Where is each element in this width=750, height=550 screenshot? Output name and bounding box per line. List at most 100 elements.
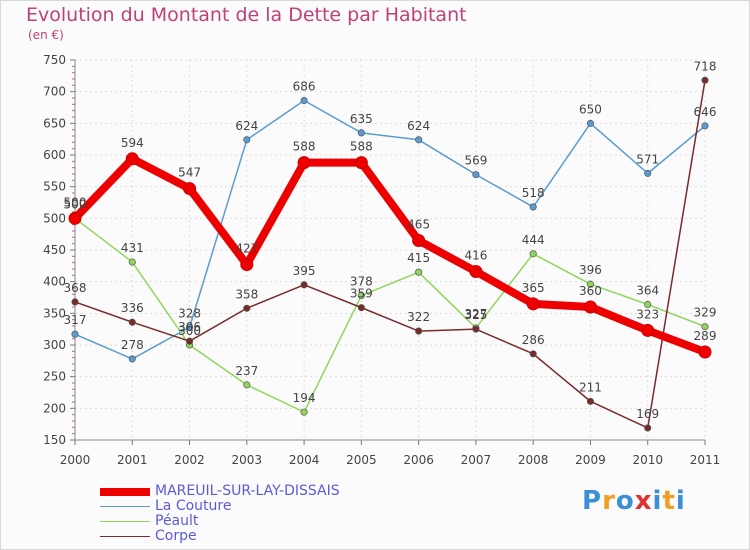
data-label-corpe: 322 [407, 310, 430, 324]
brand-letter: t [662, 486, 676, 516]
legend-item: Péault [100, 514, 340, 529]
data-label-p-ault: 396 [579, 263, 602, 277]
data-point-corpe [529, 350, 537, 358]
legend-label: Péault [155, 513, 199, 529]
data-point-corpe [586, 397, 595, 405]
data-label-mareuil-sur-lay-dissais: 416 [464, 249, 487, 263]
data-point-la-couture [644, 169, 652, 177]
data-point-mareuil-sur-lay-dissais [240, 258, 254, 272]
x-tick-label: 2009 [575, 453, 606, 467]
data-point-mareuil-sur-lay-dissais [125, 152, 139, 166]
data-label-p-ault: 237 [235, 364, 258, 378]
data-label-mareuil-sur-lay-dissais: 465 [407, 218, 430, 232]
data-label-la-couture: 569 [464, 154, 487, 168]
data-label-la-couture: 686 [293, 80, 316, 94]
data-label-la-couture: 518 [522, 186, 545, 200]
data-point-mareuil-sur-lay-dissais [526, 297, 540, 311]
chart-unit-label: (en €) [28, 28, 64, 42]
data-label-p-ault: 500 [64, 197, 87, 211]
legend-item: Corpe [100, 529, 340, 544]
y-tick-label: 650 [43, 116, 66, 130]
y-tick-label: 200 [43, 401, 66, 415]
series-line-mareuil-sur-lay-dissais [71, 154, 709, 356]
data-label-la-couture: 635 [350, 112, 373, 126]
data-point-corpe [472, 325, 480, 333]
y-tick-label: 400 [43, 275, 66, 289]
series-line-la-couture [74, 99, 706, 360]
data-label-mareuil-sur-lay-dissais: 588 [350, 140, 373, 154]
data-point-corpe [415, 327, 423, 335]
data-point-mareuil-sur-lay-dissais [412, 234, 426, 247]
y-tick-label: 300 [43, 338, 66, 352]
legend-label: MAREUIL-SUR-LAY-DISSAIS [155, 483, 340, 499]
data-label-la-couture: 278 [121, 338, 144, 352]
x-tick-label: 2004 [289, 453, 320, 467]
data-label-mareuil-sur-lay-dissais: 360 [579, 284, 602, 298]
series-line-p-ault [74, 217, 706, 413]
data-point-corpe [357, 304, 365, 312]
data-label-mareuil-sur-lay-dissais: 588 [293, 140, 316, 154]
legend-swatch [100, 520, 150, 523]
legend-item: La Couture [100, 499, 340, 514]
data-label-corpe: 368 [64, 281, 87, 295]
legend-swatch [100, 535, 150, 538]
data-label-la-couture: 328 [178, 306, 201, 320]
x-tick-label: 2003 [232, 453, 263, 467]
data-point-p-ault [243, 381, 251, 389]
data-label-la-couture: 317 [64, 313, 87, 327]
data-point-p-ault [529, 250, 537, 258]
data-point-corpe [185, 337, 194, 345]
data-label-la-couture: 650 [579, 102, 602, 116]
data-label-mareuil-sur-lay-dissais: 547 [178, 166, 201, 180]
data-label-mareuil-sur-lay-dissais: 427 [235, 242, 258, 256]
data-labels: 317 278 328 624 686 635 624 569 518 650 571 646 500 4… [64, 59, 717, 421]
data-label-p-ault: 444 [522, 233, 545, 247]
data-point-mareuil-sur-lay-dissais [698, 345, 712, 359]
data-point-mareuil-sur-lay-dissais [183, 182, 197, 196]
brand-letter: o [615, 486, 635, 516]
data-point-mareuil-sur-lay-dissais [354, 156, 368, 170]
data-point-mareuil-sur-lay-dissais [583, 300, 597, 314]
brand-letter: i [652, 486, 663, 516]
data-label-la-couture: 646 [694, 105, 717, 119]
data-label-mareuil-sur-lay-dissais: 323 [636, 307, 659, 321]
data-point-la-couture [185, 323, 194, 331]
page-title: Evolution du Montant de la Dette par Hab… [26, 4, 467, 26]
data-label-corpe: 325 [464, 308, 487, 322]
data-point-la-couture [243, 136, 251, 144]
data-point-p-ault [701, 323, 709, 331]
brand-logo: Proxiti [582, 486, 686, 516]
data-label-p-ault: 364 [636, 283, 659, 297]
data-point-mareuil-sur-lay-dissais [641, 323, 655, 337]
legend-label: La Couture [155, 498, 232, 514]
data-label-p-ault: 194 [293, 391, 316, 405]
data-point-mareuil-sur-lay-dissais [297, 156, 311, 170]
data-label-mareuil-sur-lay-dissais: 594 [121, 136, 144, 150]
data-point-p-ault [415, 268, 423, 276]
data-label-corpe: 211 [579, 380, 602, 394]
data-point-la-couture [300, 96, 308, 105]
data-point-corpe [71, 298, 79, 306]
legend: MAREUIL-SUR-LAY-DISSAIS La Couture Péault C… [100, 484, 340, 544]
data-label-la-couture: 624 [407, 119, 430, 133]
legend-swatch [100, 505, 150, 508]
data-label-corpe: 359 [350, 287, 373, 301]
data-point-la-couture [415, 136, 423, 144]
data-label-p-ault: 329 [694, 306, 717, 320]
data-label-p-ault: 300 [178, 324, 201, 338]
y-tick-label: 600 [43, 148, 66, 162]
data-point-mareuil-sur-lay-dissais [469, 265, 483, 279]
brand-letter: P [582, 486, 603, 516]
brand-letter: x [634, 486, 653, 516]
data-point-la-couture [357, 129, 365, 137]
grid [74, 59, 706, 441]
data-label-mareuil-sur-lay-dissais: 500 [64, 195, 87, 209]
x-tick-label: 2007 [461, 453, 492, 467]
data-label-p-ault: 327 [464, 307, 487, 321]
data-label-p-ault: 415 [407, 251, 430, 265]
data-point-corpe [243, 304, 251, 312]
data-label-corpe: 286 [522, 333, 545, 347]
data-point-p-ault [357, 292, 365, 300]
y-tick-label: 550 [43, 180, 66, 194]
